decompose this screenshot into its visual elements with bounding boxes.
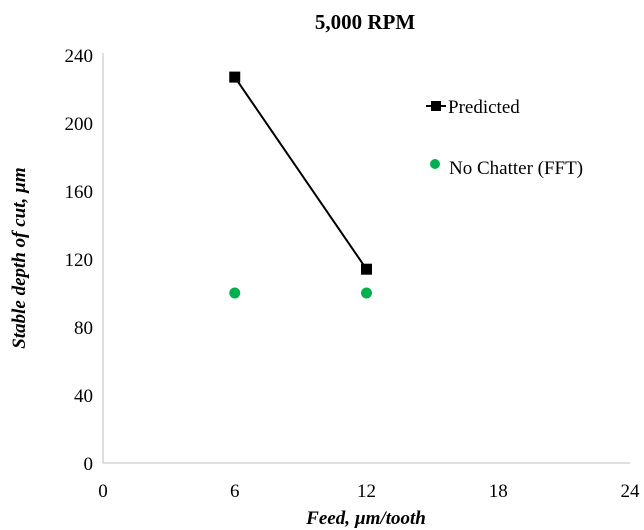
y-axis-label: Stable depth of cut, µm xyxy=(9,167,30,348)
no-chatter-point xyxy=(229,287,241,299)
x-tick-labels: 0 6 12 18 24 xyxy=(98,481,640,502)
y-tick-label: 120 xyxy=(65,250,94,271)
y-tick-label: 160 xyxy=(65,182,94,203)
legend-predicted-label: Predicted xyxy=(448,97,520,118)
no-chatter-point xyxy=(361,287,372,299)
y-tick-label: 40 xyxy=(74,386,93,407)
predicted-point xyxy=(361,263,372,275)
y-tick-labels: 0 40 80 120 160 200 240 xyxy=(65,46,94,475)
x-tick-label: 12 xyxy=(357,481,376,502)
y-tick-label: 240 xyxy=(65,46,94,67)
plot-area xyxy=(229,71,372,299)
legend-item-predicted: Predicted xyxy=(426,97,520,118)
predicted-point xyxy=(229,71,241,83)
legend-no-chatter-label: No Chatter (FFT) xyxy=(449,158,583,179)
legend-no-chatter-marker xyxy=(430,159,440,169)
x-tick-label: 18 xyxy=(489,481,508,502)
y-tick-label: 80 xyxy=(74,318,93,339)
y-tick-label: 200 xyxy=(65,114,94,135)
x-axis-label: Feed, µm/tooth xyxy=(305,508,426,529)
predicted-series-line xyxy=(233,76,368,270)
legend-predicted-marker xyxy=(431,101,441,111)
y-tick-label: 0 xyxy=(84,454,94,475)
x-tick-label: 6 xyxy=(230,481,240,502)
x-tick-label: 0 xyxy=(98,481,108,502)
x-tick-label: 24 xyxy=(621,481,641,502)
legend-item-no-chatter: No Chatter (FFT) xyxy=(430,158,583,179)
legend: Predicted No Chatter (FFT) xyxy=(426,97,583,179)
chart-title: 5,000 RPM xyxy=(315,10,415,34)
